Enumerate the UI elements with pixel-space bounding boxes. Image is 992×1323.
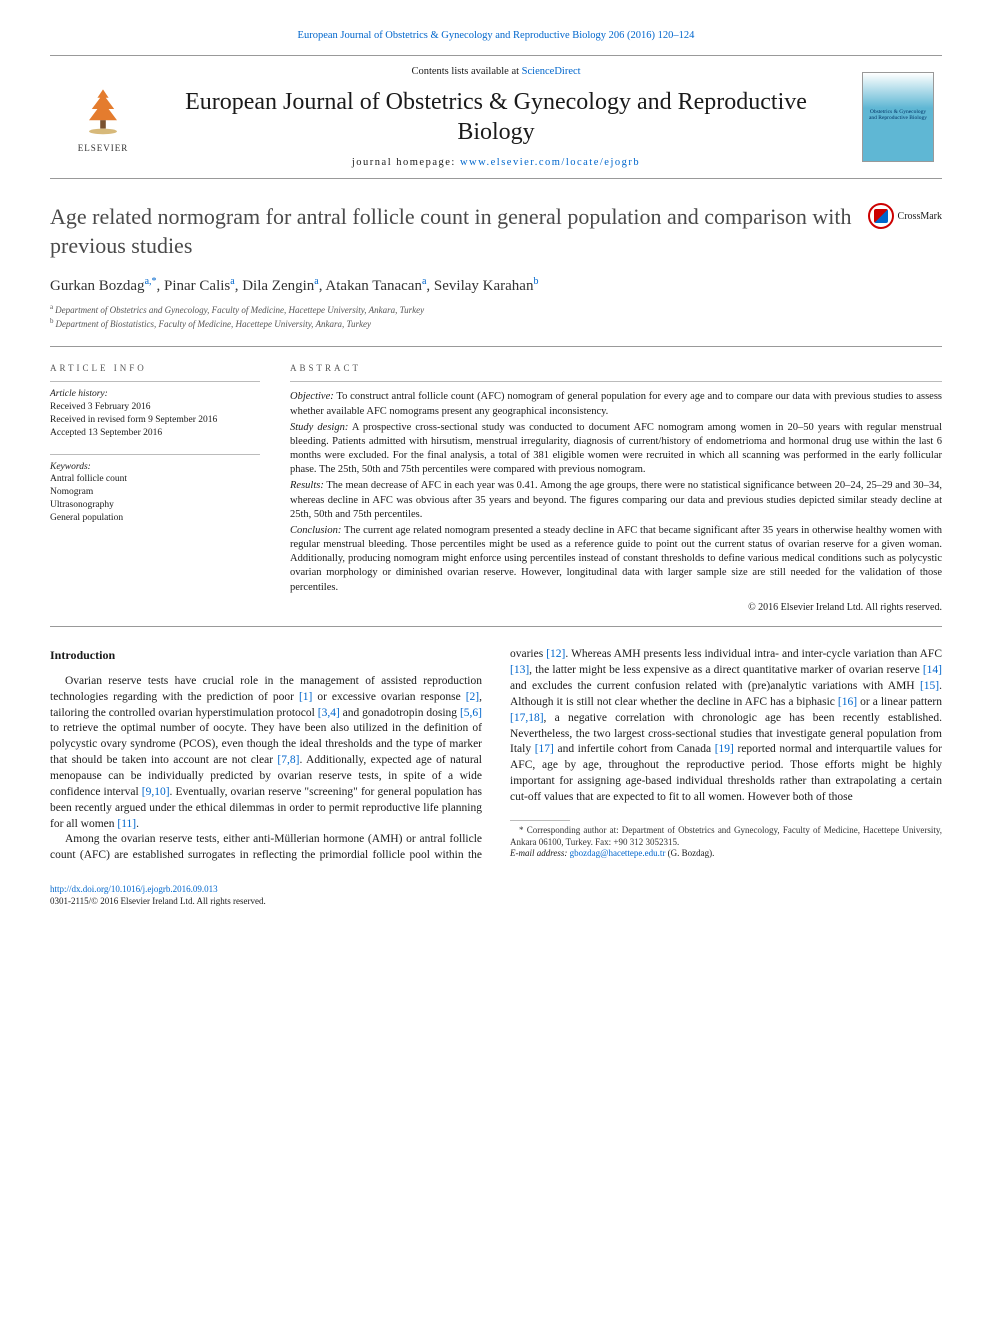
corresponding-author-footnote: * Corresponding author at: Department of… [510,825,942,860]
text: and excludes the current confusion relat… [510,680,920,692]
publisher-name: ELSEVIER [78,143,129,153]
text: or excessive ovarian response [312,691,465,703]
intro-paragraph: Ovarian reserve tests have crucial role … [50,674,482,833]
cover-label: Obstetrics & Gynecology and Reproductive… [866,109,930,121]
text: and gonadotropin dosing [340,707,460,719]
contents-available-line: Contents lists available at ScienceDirec… [158,66,834,77]
affiliations: aDepartment of Obstetrics and Gynecology… [50,303,942,330]
abstract-conclusion: The current age related nomogram present… [290,525,942,593]
citation-link[interactable]: [2] [466,691,479,703]
issn-copyright: 0301-2115/© 2016 Elsevier Ireland Ltd. A… [50,896,266,906]
affiliation-b: Department of Biostatistics, Faculty of … [56,319,372,329]
journal-homepage: journal homepage: www.elsevier.com/locat… [158,157,834,168]
crossmark-icon [868,203,894,229]
citation-link[interactable]: [1] [299,691,312,703]
keywords-label: Keywords: [50,461,260,474]
article-info-column: ARTICLE INFO Article history: Received 3… [50,363,260,614]
author-name: , Atakan Tanacan [319,278,422,294]
doi-link[interactable]: http://dx.doi.org/10.1016/j.ejogrb.2016.… [50,884,218,894]
homepage-prefix: journal homepage: [352,157,460,168]
publisher-block: ELSEVIER [58,81,148,153]
citation-link[interactable]: [7,8] [277,754,299,766]
history-accepted: Accepted 13 September 2016 [50,427,260,440]
citation-link[interactable]: [9,10] [142,786,170,798]
abstract-results-label: Results: [290,480,324,491]
history-revised: Received in revised form 9 September 201… [50,414,260,427]
text: . Eventually, ovarian reserve "screening… [170,786,415,798]
footnote-text: * Corresponding author at: Department of… [510,825,942,847]
citation-link[interactable]: [16] [838,696,857,708]
keyword: Antral follicle count [50,473,260,486]
keyword: General population [50,512,260,525]
abstract-copyright: © 2016 Elsevier Ireland Ltd. All rights … [290,601,942,615]
abstract-conclusion-label: Conclusion: [290,525,341,536]
keyword: Ultrasonography [50,499,260,512]
citation-link[interactable]: [5,6] [460,707,482,719]
text: or a linear pattern [857,696,942,708]
author-name: , Dila Zengin [235,278,315,294]
history-received: Received 3 February 2016 [50,401,260,414]
page: European Journal of Obstetrics & Gynecol… [0,0,992,948]
citation-link[interactable]: [13] [510,664,529,676]
rule [50,346,942,347]
affiliation-a: Department of Obstetrics and Gynecology,… [55,305,424,315]
author-name: Gurkan Bozdag [50,278,145,294]
masthead-center: Contents lists available at ScienceDirec… [148,66,844,168]
keyword: Nomogram [50,486,260,499]
body-columns: Introduction Ovarian reserve tests have … [50,647,942,864]
text: , the latter might be less expensive as … [529,664,923,676]
text: and infertile cohort from Canada [554,743,715,755]
masthead: ELSEVIER Contents lists available at Sci… [50,55,942,179]
crossmark-label: CrossMark [898,211,942,222]
author-name: , Pinar Calis [157,278,231,294]
email-label: E-mail address: [510,848,570,858]
abstract-column: ABSTRACT Objective: To construct antral … [290,363,942,614]
footnote-rule [510,820,570,821]
text: . [136,818,139,830]
abstract-results: The mean decrease of AFC in each year wa… [290,480,942,519]
doi-block: http://dx.doi.org/10.1016/j.ejogrb.2016.… [50,884,942,907]
crossmark-badge[interactable]: CrossMark [868,203,942,229]
meta-row: ARTICLE INFO Article history: Received 3… [50,363,942,614]
abstract-design: A prospective cross-sectional study was … [290,422,942,476]
article-info-head: ARTICLE INFO [50,363,260,373]
history-label: Article history: [50,388,260,401]
rule [50,626,942,627]
journal-name: European Journal of Obstetrics & Gynecol… [158,87,834,147]
keywords-block: Keywords: Antral follicle count Nomogram… [50,454,260,525]
masthead-right: Obstetrics & Gynecology and Reproductive… [844,72,934,162]
citation-link[interactable]: [14] [923,664,942,676]
citation-link[interactable]: [19] [715,743,734,755]
text: . Whereas AMH presents less individual i… [565,648,942,660]
abstract-body: Objective: To construct antral follicle … [290,381,942,614]
citation-link[interactable]: [17,18] [510,712,544,724]
abstract-head: ABSTRACT [290,363,942,373]
contents-prefix: Contents lists available at [411,66,521,77]
citation-link[interactable]: [15] [920,680,939,692]
abstract-objective: To construct antral follicle count (AFC)… [290,391,942,416]
article-title: Age related normogram for antral follicl… [50,203,854,260]
email-attribution: (G. Bozdag). [665,848,714,858]
citation-link[interactable]: [17] [535,743,554,755]
abstract-design-label: Study design: [290,422,348,433]
sciencedirect-link[interactable]: ScienceDirect [522,66,581,77]
title-row: Age related normogram for antral follicl… [50,203,942,260]
elsevier-tree-icon [75,81,131,137]
running-header[interactable]: European Journal of Obstetrics & Gynecol… [50,30,942,41]
author-affil-sup: b [533,276,538,287]
author-affil-sup: a,* [145,276,157,287]
citation-link[interactable]: [11] [117,818,136,830]
article-history: Article history: Received 3 February 201… [50,381,260,439]
homepage-link[interactable]: www.elsevier.com/locate/ejogrb [460,157,640,168]
abstract-objective-label: Objective: [290,391,334,402]
section-heading-introduction: Introduction [50,647,482,664]
email-link[interactable]: gbozdag@hacettepe.edu.tr [570,848,666,858]
citation-link[interactable]: [3,4] [318,707,340,719]
author-name: , Sevilay Karahan [426,278,533,294]
authors: Gurkan Bozdaga,*, Pinar Calisa, Dila Zen… [50,276,942,295]
journal-cover-thumb: Obstetrics & Gynecology and Reproductive… [862,72,934,162]
citation-link[interactable]: [12] [546,648,565,660]
